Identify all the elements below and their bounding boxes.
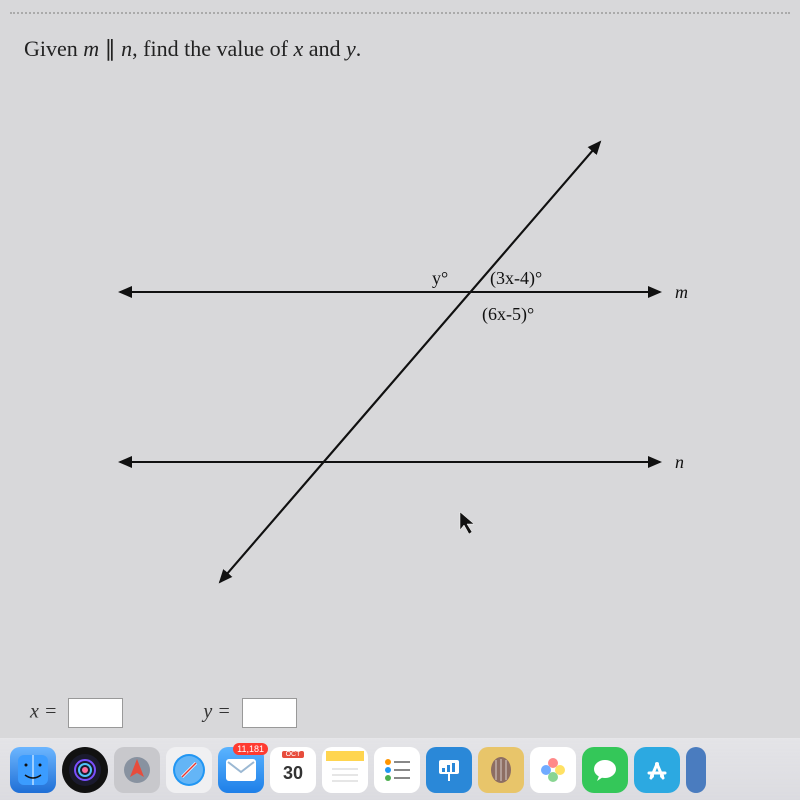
calendar-date: 30 — [283, 763, 303, 784]
var-n: n — [121, 36, 132, 61]
reminders-icon[interactable] — [374, 747, 420, 793]
var-y: y — [346, 36, 356, 61]
x-answer: x = — [30, 698, 123, 728]
keynote-icon[interactable] — [426, 747, 472, 793]
svg-text:(3x-4)°: (3x-4)° — [490, 268, 542, 289]
mail-icon[interactable]: 11,181 — [218, 747, 264, 793]
text: and — [303, 36, 346, 61]
text: Given — [24, 36, 83, 61]
calendar-month: OCT — [282, 751, 305, 758]
mail-badge: 11,181 — [233, 743, 268, 755]
messages-icon[interactable] — [582, 747, 628, 793]
parallel-symbol: ∥ — [99, 36, 121, 61]
launchpad-icon[interactable] — [114, 747, 160, 793]
safari-icon[interactable] — [166, 747, 212, 793]
dotted-divider — [10, 12, 790, 14]
finder-icon[interactable] — [10, 747, 56, 793]
var-x: x — [293, 36, 303, 61]
svg-text:n: n — [675, 452, 684, 472]
problem-prompt: Given m ∥ n, find the value of x and y. — [24, 36, 780, 62]
text: , find the value of — [132, 36, 293, 61]
diagram-svg: y° (3x-4)° (6x-5)° m n — [20, 62, 780, 602]
y-input[interactable] — [242, 698, 297, 728]
svg-text:y°: y° — [432, 268, 448, 288]
svg-text:(6x-5)°: (6x-5)° — [482, 304, 534, 325]
notes-icon[interactable] — [322, 747, 368, 793]
problem-panel: Given m ∥ n, find the value of x and y. … — [20, 30, 780, 700]
appstore-icon[interactable] — [634, 747, 680, 793]
siri-icon[interactable] — [62, 747, 108, 793]
photos-icon[interactable] — [530, 747, 576, 793]
garageband-icon[interactable] — [478, 747, 524, 793]
text: . — [356, 36, 362, 61]
y-label: y = — [203, 701, 230, 723]
x-label: x = — [30, 701, 57, 723]
macos-dock: 11,181 OCT 30 — [0, 738, 800, 800]
var-m: m — [83, 36, 99, 61]
svg-text:m: m — [675, 282, 688, 302]
answer-row: x = y = — [30, 698, 297, 728]
geometry-diagram: y° (3x-4)° (6x-5)° m n — [20, 62, 780, 602]
y-answer: y = — [203, 698, 296, 728]
x-input[interactable] — [68, 698, 123, 728]
calendar-icon[interactable]: OCT 30 — [270, 747, 316, 793]
extra-icon[interactable] — [686, 747, 706, 793]
